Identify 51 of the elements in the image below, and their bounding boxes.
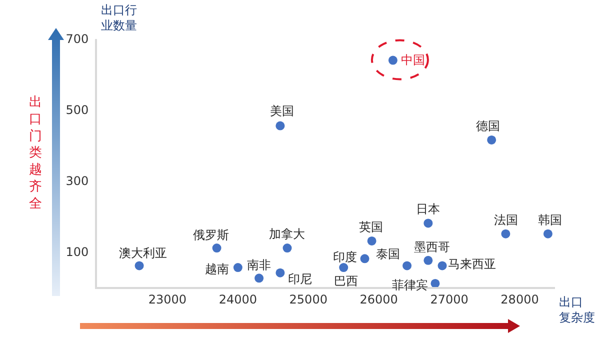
- y-tick-label: 700: [66, 32, 89, 46]
- annotation: 印度: [333, 250, 357, 264]
- x-tick-label: 25000: [289, 292, 328, 306]
- annotation: 韩国: [538, 213, 562, 227]
- annotation: 中国: [401, 53, 425, 67]
- annotation: 日本: [416, 202, 440, 216]
- annotation: 英国: [359, 220, 383, 234]
- x-tick-label: 26000: [360, 292, 398, 306]
- text: 出口门类越齐全: [29, 95, 42, 212]
- point: [487, 135, 496, 144]
- x-tick-label: 27000: [430, 292, 468, 306]
- point: [424, 256, 433, 265]
- annotation: 马来西亚: [448, 257, 496, 271]
- point: [233, 263, 242, 272]
- annotation: 法国: [494, 213, 518, 227]
- point: [424, 218, 433, 228]
- point: [212, 244, 222, 253]
- annotation: 澳大利亚: [119, 246, 167, 260]
- y-tick-label: 300: [66, 174, 89, 188]
- annotation: 加拿大: [269, 227, 305, 241]
- point: [543, 229, 552, 238]
- point: [276, 268, 285, 278]
- y-tick-label: 500: [66, 103, 89, 118]
- y-axis-title: 出口行业数量: [101, 3, 137, 33]
- point: [402, 261, 412, 270]
- point: [360, 254, 370, 264]
- annotation: 德国: [476, 119, 500, 133]
- point: [388, 56, 398, 65]
- annotation: 墨西哥: [414, 240, 450, 254]
- point: [339, 263, 348, 272]
- x-tick-label: 23000: [148, 292, 187, 306]
- x-tick-label: 28000: [500, 292, 539, 306]
- annotation: 泰国: [376, 247, 400, 261]
- point: [367, 236, 376, 246]
- annotation: 美国: [270, 104, 294, 118]
- point: [254, 274, 264, 283]
- point: [501, 229, 510, 238]
- annotation: 菲律宾: [392, 278, 428, 292]
- point: [134, 261, 144, 270]
- point: [282, 244, 292, 253]
- x-axis-title: 出口复杂度: [559, 295, 595, 325]
- point: [430, 278, 440, 287]
- annotation: 俄罗斯: [193, 228, 229, 242]
- point: [438, 261, 447, 270]
- annotation: 南非: [247, 258, 271, 272]
- annotation: 印尼: [288, 272, 312, 286]
- annotation: 巴西: [334, 274, 358, 288]
- y-tick-label: 100: [66, 244, 89, 259]
- x-tick-label: 24000: [218, 292, 258, 306]
- annotation: 越南: [205, 262, 229, 276]
- point: [276, 121, 285, 130]
